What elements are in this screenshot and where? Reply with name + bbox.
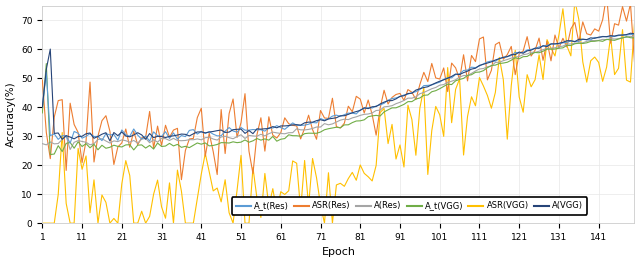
- ASR(VGG): [527, 85, 535, 88]
- Line: A(Res): A(Res): [42, 36, 634, 150]
- A(Res): [353, 115, 360, 118]
- A(VGG): [627, 32, 634, 35]
- ASR(VGG): [372, 164, 380, 167]
- A(Res): [67, 148, 74, 151]
- A_t(Res): [452, 73, 460, 76]
- A_t(VGG): [47, 153, 54, 156]
- Line: A_t(Res): A_t(Res): [42, 34, 634, 143]
- Legend: A_t(Res), ASR(Res), A(Res), A_t(VGG), ASR(VGG), A(VGG): A_t(Res), ASR(Res), A(Res), A_t(VGG), AS…: [232, 197, 588, 215]
- Y-axis label: Accuracy(%): Accuracy(%): [6, 82, 15, 147]
- A(VGG): [237, 128, 245, 131]
- ASR(Res): [531, 49, 539, 52]
- A(Res): [376, 109, 384, 112]
- A(Res): [627, 35, 634, 38]
- A_t(Res): [353, 112, 360, 115]
- A_t(Res): [277, 126, 285, 129]
- A(Res): [531, 51, 539, 54]
- Line: ASR(Res): ASR(Res): [42, 0, 634, 180]
- ASR(Res): [630, 60, 638, 63]
- A_t(VGG): [353, 119, 360, 123]
- ASR(VGG): [273, 210, 280, 214]
- ASR(VGG): [233, 189, 241, 192]
- A_t(VGG): [623, 35, 630, 38]
- A(VGG): [452, 73, 460, 76]
- ASR(Res): [237, 121, 245, 124]
- Line: ASR(VGG): ASR(VGG): [42, 1, 634, 223]
- A(VGG): [376, 102, 384, 105]
- A_t(VGG): [452, 79, 460, 82]
- ASR(VGG): [38, 222, 46, 225]
- A_t(Res): [237, 126, 245, 129]
- ASR(VGG): [348, 171, 356, 174]
- ASR(VGG): [571, 0, 579, 2]
- A_t(Res): [630, 33, 638, 37]
- A_t(VGG): [376, 114, 384, 118]
- A(Res): [630, 36, 638, 39]
- ASR(Res): [277, 131, 285, 134]
- Line: A_t(VGG): A_t(VGG): [42, 37, 634, 155]
- A(VGG): [531, 47, 539, 50]
- A(Res): [277, 132, 285, 135]
- A_t(Res): [627, 33, 634, 36]
- ASR(Res): [353, 95, 360, 98]
- A_t(VGG): [277, 138, 285, 141]
- A_t(VGG): [531, 51, 539, 54]
- A_t(VGG): [237, 140, 245, 144]
- ASR(Res): [38, 78, 46, 82]
- ASR(VGG): [630, 22, 638, 26]
- A_t(VGG): [38, 111, 46, 114]
- ASR(Res): [452, 66, 460, 69]
- A(VGG): [353, 110, 360, 113]
- A(VGG): [277, 124, 285, 128]
- A_t(VGG): [630, 36, 638, 39]
- Line: A(VGG): A(VGG): [42, 33, 634, 141]
- ASR(Res): [177, 178, 185, 181]
- A_t(Res): [531, 47, 539, 50]
- ASR(VGG): [448, 121, 456, 124]
- A_t(Res): [38, 105, 46, 109]
- A(VGG): [630, 32, 638, 36]
- A(Res): [452, 78, 460, 81]
- A_t(Res): [376, 103, 384, 107]
- A_t(Res): [67, 141, 74, 145]
- A(Res): [38, 142, 46, 145]
- A(VGG): [38, 105, 46, 109]
- X-axis label: Epoch: Epoch: [321, 247, 355, 257]
- A(Res): [237, 133, 245, 136]
- A(VGG): [106, 139, 114, 143]
- ASR(Res): [376, 107, 384, 110]
